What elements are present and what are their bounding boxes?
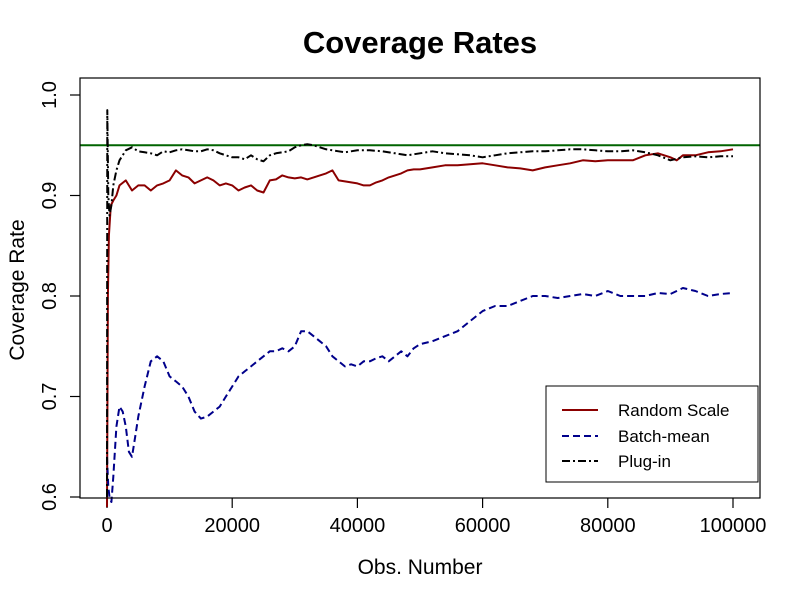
y-tick-label: 0.8 (39, 282, 61, 310)
y-tick-label: 0.7 (39, 383, 61, 411)
series-line-batch-mean (106, 287, 734, 503)
legend-label-plug-in: Plug-in (618, 452, 671, 471)
legend-label-batch-mean: Batch-mean (618, 427, 710, 446)
y-tick-label: 1.0 (39, 81, 61, 109)
y-axis-label: Coverage Rate (6, 219, 29, 360)
legend-box (545, 385, 759, 483)
series-line-plug-in (106, 109, 733, 498)
x-tick-label: 40000 (330, 515, 386, 537)
x-axis-label: Obs. Number (358, 556, 483, 579)
y-axis: 0.6 0.7 0.8 0.9 1.0 (39, 81, 80, 511)
plot-frame (79, 77, 761, 499)
y-tick-label: 0.6 (39, 483, 61, 511)
legend-label-random-scale: Random Scale (618, 401, 730, 420)
series-line-random-scale (106, 148, 734, 508)
x-tick-label: 100000 (700, 515, 767, 537)
x-axis: 0 20000 40000 60000 80000 100000 (101, 498, 766, 537)
x-tick-label: 0 (101, 515, 112, 537)
x-tick-label: 80000 (580, 515, 636, 537)
legend: Random Scale Batch-mean Plug-in (545, 385, 759, 483)
x-tick-label: 20000 (204, 515, 260, 537)
y-tick-label: 0.9 (39, 182, 61, 210)
chart-title: Coverage Rates (303, 25, 537, 60)
series-layer (106, 109, 734, 508)
x-tick-label: 60000 (455, 515, 511, 537)
